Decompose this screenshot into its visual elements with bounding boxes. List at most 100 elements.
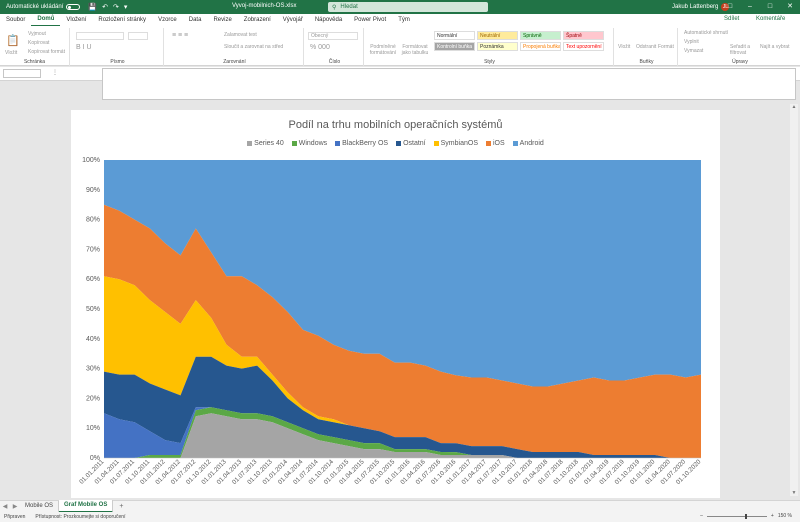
comments-button[interactable]: Komentáře — [756, 16, 786, 22]
tab-3[interactable]: Rozložení stránky — [98, 17, 147, 23]
ribbon-tabs: Soubor Domů Vložení Rozložení stránky Vzorce… — [0, 13, 800, 27]
y-tick-label: 50% — [86, 306, 100, 313]
accessibility-status[interactable]: Přístupnost: Prozkoumejte si doporučení — [35, 514, 126, 520]
customize-qat-icon[interactable]: ▾ — [123, 4, 128, 11]
align-icons[interactable]: ≡ ≡ ≡ — [172, 32, 189, 39]
name-box[interactable] — [3, 69, 41, 78]
redo-icon[interactable]: ↷ — [112, 4, 119, 11]
tab-4[interactable]: Vzorce — [158, 17, 177, 23]
prev-sheet-icon[interactable]: ◀ — [2, 504, 8, 510]
user-account[interactable]: Jakub Lattenberg JL — [672, 3, 730, 11]
share-button[interactable]: Sdílet — [724, 16, 740, 22]
avatar[interactable]: JL — [721, 3, 730, 11]
copy-button[interactable]: Kopírovat — [28, 40, 50, 46]
tab-5[interactable]: Data — [188, 17, 202, 23]
alignment-group-label: Zarovnání — [223, 59, 246, 65]
tab-7[interactable]: Zobrazení — [243, 17, 271, 23]
save-icon[interactable]: 💾 — [88, 4, 98, 11]
series-area-3[interactable] — [104, 356, 701, 458]
format-painter-button[interactable]: Kopírovat formát — [28, 49, 65, 55]
tab-6[interactable]: Revize — [213, 17, 232, 23]
chart-title[interactable]: Podíl na trhu mobilních operačních systé… — [288, 119, 503, 131]
area-chart[interactable]: 0%10%20%30%40%50%60%70%80%90%100%01.01.2… — [71, 110, 720, 498]
cell-style-2[interactable]: Správně — [520, 31, 561, 40]
autosave-switch[interactable] — [66, 4, 81, 10]
next-sheet-icon[interactable]: ▶ — [12, 504, 18, 510]
tab-8[interactable]: Vývojář — [282, 17, 303, 23]
series-area-0[interactable] — [104, 413, 701, 458]
cell-style-7[interactable]: Text upozornění — [563, 42, 604, 51]
legend-swatch — [486, 141, 491, 146]
file-name: Vyvoj-mobilnich-OS.xlsx — [232, 3, 297, 9]
tab-1[interactable]: Domů — [31, 13, 61, 27]
fill-button[interactable]: Vyplnit — [684, 39, 699, 45]
zoom-level[interactable]: 150 % — [777, 513, 792, 519]
chart-legend[interactable]: Series 40 Windows BlackBerry OS Ostatní Symb… — [71, 140, 720, 147]
tab-9[interactable]: Nápověda — [314, 17, 343, 23]
scroll-up-icon[interactable]: ▲ — [791, 104, 797, 110]
chart-area[interactable]: Podíl na trhu mobilních operačních systé… — [71, 110, 720, 498]
autosave-toggle[interactable]: Automatické ukládání — [6, 4, 81, 10]
zoom-out-icon[interactable]: – — [700, 513, 703, 519]
cell-style-5[interactable]: Poznámka — [477, 42, 518, 51]
series-area-2[interactable] — [104, 407, 701, 458]
undo-icon[interactable]: ↶ — [102, 4, 108, 11]
font-family-select[interactable] — [76, 32, 124, 40]
font-size-select[interactable] — [128, 32, 148, 40]
legend-item[interactable]: Series 40 — [247, 140, 284, 147]
ribbon-display-icon[interactable]: □ — [727, 3, 733, 10]
series-area-6[interactable] — [104, 160, 701, 387]
vertical-scrollbar[interactable]: ▲ ▼ — [790, 104, 798, 496]
series-area-5[interactable] — [104, 204, 701, 458]
sheet-tab-0[interactable]: Mobile OS — [20, 501, 60, 512]
merge-center-button[interactable]: Sloučit a zarovnat na střed — [224, 44, 284, 50]
delete-cells-button[interactable]: Odstranit — [636, 44, 657, 50]
find-select-button[interactable]: Najít a vybrat — [760, 44, 790, 50]
percent-icon[interactable]: % 000 — [310, 44, 330, 51]
tab-10[interactable]: Power Pivot — [354, 17, 387, 23]
bold-italic-underline-icons[interactable]: B I U — [76, 44, 92, 51]
paste-button[interactable]: Vložit — [5, 50, 18, 56]
legend-item[interactable]: iOS — [486, 140, 505, 147]
tab-11[interactable]: Tým — [398, 17, 410, 23]
format-as-table-button[interactable]: Formátovat jako tabulku — [401, 44, 429, 56]
scroll-down-icon[interactable]: ▼ — [791, 490, 797, 496]
cell-style-0[interactable]: Normální — [434, 31, 475, 40]
zoom-slider[interactable] — [706, 513, 767, 519]
y-tick-label: 0% — [90, 455, 100, 462]
maximize-icon[interactable]: □ — [767, 3, 773, 10]
cell-style-3[interactable]: Špatně — [563, 31, 604, 40]
wrap-text-button[interactable]: Zalamovat text — [224, 32, 257, 38]
tab-2[interactable]: Vložení — [66, 17, 87, 23]
minimize-icon[interactable]: – — [748, 3, 752, 10]
formula-input[interactable] — [102, 68, 796, 100]
zoom-slider-thumb[interactable] — [744, 513, 747, 519]
clear-button[interactable]: Vymazat — [684, 48, 704, 54]
font-group: B I U Písmo — [72, 28, 164, 66]
legend-item[interactable]: Ostatní — [396, 140, 426, 147]
legend-item[interactable]: Windows — [291, 140, 327, 147]
search-box[interactable]: ⚲ Hledat — [328, 2, 488, 12]
add-sheet-icon[interactable]: + — [119, 503, 124, 510]
cell-style-6[interactable]: Propojená buňka — [520, 42, 561, 51]
format-cells-button[interactable]: Formát — [658, 44, 674, 50]
paste-icon[interactable]: 📋 — [6, 35, 20, 47]
legend-item[interactable]: BlackBerry OS — [335, 140, 388, 147]
insert-cells-button[interactable]: Vložit — [618, 44, 631, 50]
cell-style-1[interactable]: Neutrální — [477, 31, 518, 40]
conditional-formatting-button[interactable]: Podmíněné formátování — [369, 44, 397, 56]
autosum-button[interactable]: Automatické shrnutí — [684, 30, 729, 36]
legend-swatch — [433, 141, 439, 146]
cut-button[interactable]: Vyjmout — [28, 31, 46, 37]
sort-filter-button[interactable]: Seřadit a filtrovat — [730, 44, 751, 56]
formula-bar-options-icon[interactable]: ⋮ — [52, 70, 58, 76]
legend-item[interactable]: Android — [512, 140, 544, 147]
tab-0[interactable]: Soubor — [6, 17, 26, 23]
legend-item[interactable]: SymbianOS — [433, 140, 478, 147]
y-tick-label: 90% — [86, 187, 100, 194]
zoom-in-icon[interactable]: + — [770, 513, 774, 519]
sheet-tabs-bar: ◀ ▶ Mobile OS Graf Mobile OS + — [0, 500, 800, 513]
cell-style-4[interactable]: Kontrolní buňka — [434, 42, 475, 51]
number-format-select[interactable]: Obecný — [308, 32, 358, 40]
close-icon[interactable]: ✕ — [787, 3, 793, 10]
